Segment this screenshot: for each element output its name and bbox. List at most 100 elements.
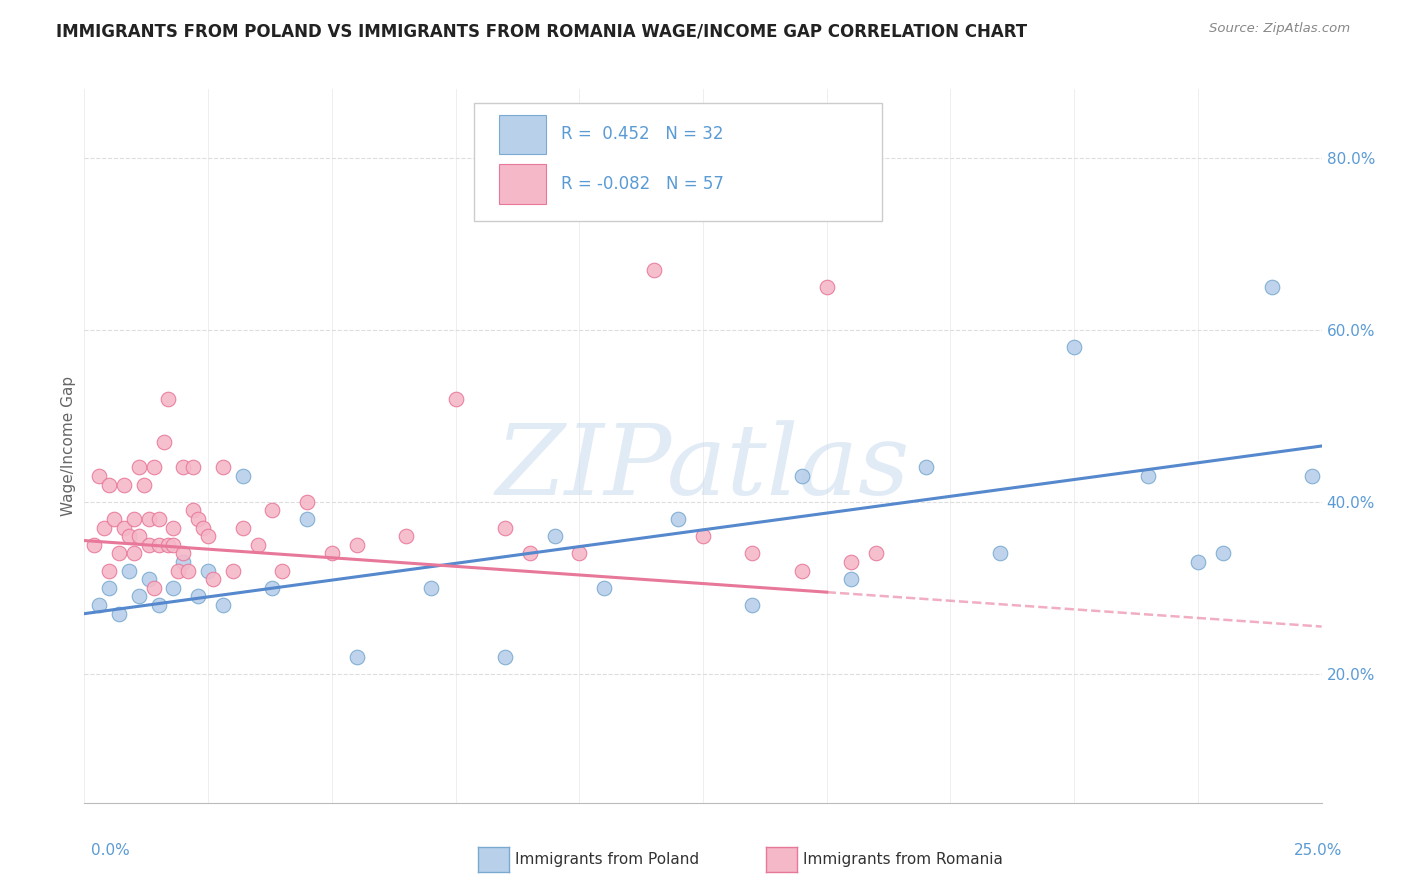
Point (142, 581, 165, 595)
Point (202, 572, 225, 586)
Point (108, 607, 131, 621)
Point (93, 521, 115, 535)
Point (128, 460, 150, 475)
Point (108, 546, 131, 560)
Point (419, 581, 441, 595)
Point (162, 521, 184, 535)
Point (172, 555, 194, 569)
Point (197, 564, 219, 578)
Point (103, 512, 125, 526)
Point (212, 460, 235, 475)
Point (346, 538, 368, 552)
Point (643, 262, 665, 277)
Point (494, 649, 516, 664)
Point (988, 546, 1011, 560)
Point (262, 503, 284, 517)
Point (395, 529, 418, 543)
Point (98, 564, 121, 578)
Point (187, 512, 209, 526)
Text: ZIPatlas: ZIPatlas (496, 420, 910, 515)
Point (494, 521, 516, 535)
Text: 25.0%: 25.0% (1295, 843, 1343, 858)
Point (1212, 546, 1234, 560)
Point (122, 546, 145, 560)
Point (162, 581, 184, 595)
FancyBboxPatch shape (474, 103, 883, 221)
Text: 0.0%: 0.0% (91, 843, 131, 858)
Point (815, 280, 838, 294)
Point (132, 477, 155, 491)
Point (197, 529, 219, 543)
Point (83, 538, 105, 552)
Point (122, 512, 145, 526)
Point (148, 538, 170, 552)
Point (172, 546, 194, 560)
Point (1187, 555, 1209, 569)
Point (232, 469, 254, 483)
Point (157, 538, 180, 552)
Text: R = -0.082   N = 57: R = -0.082 N = 57 (561, 175, 724, 193)
Point (1261, 280, 1284, 294)
Point (321, 546, 343, 560)
Point (177, 564, 200, 578)
Point (1137, 469, 1160, 483)
Point (157, 392, 180, 406)
Text: Immigrants from Romania: Immigrants from Romania (803, 853, 1002, 867)
Point (148, 598, 170, 612)
Point (841, 572, 863, 586)
Point (1301, 469, 1323, 483)
FancyBboxPatch shape (499, 164, 546, 203)
Point (568, 546, 591, 560)
Point (346, 649, 368, 664)
Point (841, 555, 863, 569)
Point (295, 495, 318, 509)
Point (666, 512, 689, 526)
Point (89, 469, 111, 483)
Point (212, 598, 235, 612)
Point (790, 564, 813, 578)
Point (162, 538, 184, 552)
Point (172, 460, 194, 475)
Point (232, 521, 254, 535)
Point (790, 469, 813, 483)
Point (118, 529, 141, 543)
Point (271, 564, 294, 578)
Point (181, 460, 204, 475)
Y-axis label: Wage/Income Gap: Wage/Income Gap (60, 376, 76, 516)
Point (142, 460, 165, 475)
Text: Immigrants from Poland: Immigrants from Poland (515, 853, 699, 867)
Point (138, 512, 160, 526)
Point (148, 512, 170, 526)
Point (246, 538, 269, 552)
Point (444, 392, 467, 406)
Point (262, 581, 284, 595)
Point (112, 521, 135, 535)
Point (128, 529, 150, 543)
Point (519, 546, 541, 560)
Point (593, 581, 616, 595)
Point (741, 546, 763, 560)
Point (295, 512, 318, 526)
Point (152, 434, 174, 449)
Point (187, 590, 209, 604)
Point (89, 598, 111, 612)
Point (128, 590, 150, 604)
Point (167, 564, 190, 578)
Point (98, 477, 121, 491)
FancyBboxPatch shape (499, 114, 546, 153)
Point (112, 477, 135, 491)
Text: Source: ZipAtlas.com: Source: ZipAtlas.com (1209, 22, 1350, 36)
Point (865, 546, 887, 560)
Point (191, 521, 214, 535)
Text: IMMIGRANTS FROM POLAND VS IMMIGRANTS FROM ROMANIA WAGE/INCOME GAP CORRELATION CH: IMMIGRANTS FROM POLAND VS IMMIGRANTS FRO… (56, 22, 1028, 40)
Point (98, 581, 121, 595)
Point (118, 564, 141, 578)
Point (222, 564, 245, 578)
Point (1063, 340, 1085, 354)
Point (138, 538, 160, 552)
Point (138, 572, 160, 586)
Point (914, 460, 936, 475)
Point (692, 529, 714, 543)
Point (543, 529, 565, 543)
Text: R =  0.452   N = 32: R = 0.452 N = 32 (561, 125, 723, 143)
